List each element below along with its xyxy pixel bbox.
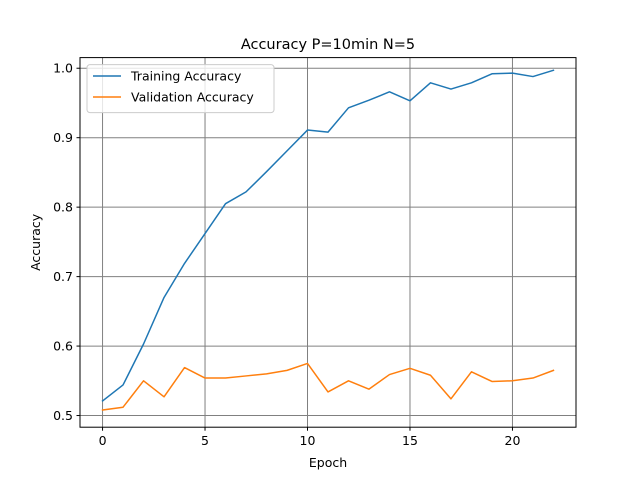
legend-box bbox=[86, 64, 275, 114]
x-tick-label: 15 bbox=[402, 433, 418, 448]
y-tick-label: 0.6 bbox=[53, 339, 73, 354]
series-layer bbox=[101, 69, 555, 411]
legend-label-validation: Validation Accuracy bbox=[131, 90, 254, 105]
x-tick-label: 0 bbox=[99, 433, 107, 448]
y-tick-label: 0.9 bbox=[53, 130, 73, 145]
x-axis-label: Epoch bbox=[309, 455, 347, 470]
tick-layer: 0 5 10 15 20 0.5 0.6 0.7 0.8 0.9 1.0 bbox=[53, 61, 520, 448]
series-line-validation bbox=[101, 362, 555, 411]
series-line-training bbox=[101, 69, 555, 402]
legend-label-training: Training Accuracy bbox=[130, 69, 242, 84]
y-tick-label: 0.5 bbox=[53, 408, 73, 423]
legend: Training Accuracy Validation Accuracy bbox=[86, 64, 275, 114]
y-tick-label: 0.7 bbox=[53, 269, 73, 284]
y-axis-label: Accuracy bbox=[28, 213, 43, 271]
x-tick-label: 20 bbox=[505, 433, 521, 448]
y-tick-label: 1.0 bbox=[53, 61, 73, 76]
y-tick-label: 0.8 bbox=[53, 200, 73, 215]
x-tick-label: 5 bbox=[201, 433, 209, 448]
plot-frame bbox=[79, 57, 577, 428]
x-tick-label: 10 bbox=[300, 433, 316, 448]
chart-title: Accuracy P=10min N=5 bbox=[241, 37, 415, 53]
